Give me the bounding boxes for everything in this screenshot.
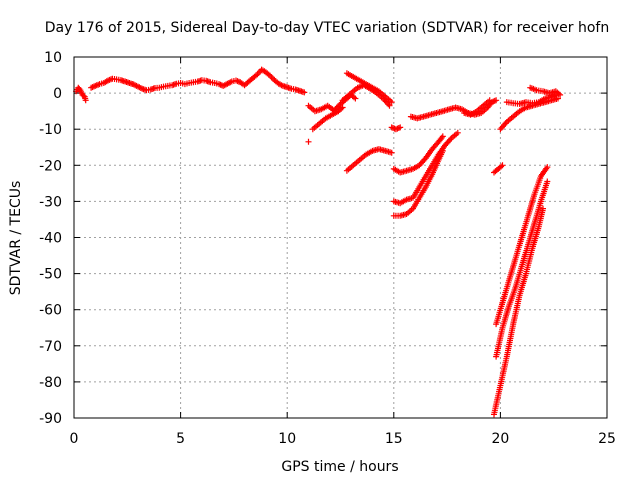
data-point — [301, 89, 308, 96]
x-tick-label: 20 — [491, 431, 509, 447]
data-point — [397, 124, 404, 131]
x-tick-label: 5 — [176, 431, 185, 447]
series-10 — [390, 133, 446, 176]
data-point — [305, 138, 312, 145]
series-8 — [388, 124, 404, 133]
data-point — [555, 95, 561, 102]
data-point — [555, 90, 562, 97]
series-5 — [309, 104, 346, 133]
data-point — [352, 95, 359, 102]
series-1 — [73, 84, 89, 104]
series-2 — [88, 66, 308, 96]
series-15 — [491, 162, 506, 176]
series-14 — [461, 97, 493, 118]
data-point — [557, 91, 564, 98]
data-point — [439, 147, 446, 154]
data-point — [339, 104, 346, 111]
data-point — [486, 97, 493, 104]
data-point — [82, 97, 89, 104]
y-tick-label: 0 — [53, 86, 62, 102]
x-tick-label: 25 — [598, 431, 616, 447]
grid — [74, 57, 607, 418]
y-tick-label: -40 — [39, 231, 62, 247]
y-tick-label: -80 — [39, 375, 62, 391]
data-point — [544, 164, 551, 171]
data-point — [499, 162, 506, 169]
series-21 — [527, 84, 564, 98]
y-tick-label: -50 — [39, 267, 62, 283]
data-point — [454, 129, 461, 136]
y-tick-label: -70 — [39, 339, 62, 355]
series-18 — [491, 205, 546, 418]
data-point — [439, 133, 446, 140]
y-axis-label: SDTVAR / TECUs — [8, 181, 24, 296]
data-point — [493, 97, 500, 104]
data-point — [544, 178, 551, 185]
series-17 — [493, 178, 551, 360]
series-16 — [493, 164, 551, 328]
data-points — [73, 66, 564, 418]
series-20 — [503, 91, 559, 107]
x-tick-label: 10 — [278, 431, 296, 447]
x-tick-label: 15 — [385, 431, 403, 447]
x-tick-label: 0 — [70, 431, 79, 447]
data-point — [385, 101, 392, 108]
y-tick-label: 10 — [44, 50, 62, 66]
data-point — [388, 149, 395, 156]
y-tick-label: -90 — [39, 411, 62, 427]
series-12 — [390, 147, 446, 219]
series-9 — [343, 146, 395, 174]
y-tick-label: -20 — [39, 158, 62, 174]
chart-title: Day 176 of 2015, Sidereal Day-to-day VTE… — [45, 20, 609, 36]
plot-frame — [73, 56, 608, 419]
y-tick-label: -30 — [39, 194, 62, 210]
y-tick-label: -60 — [39, 303, 62, 319]
ticks: 10 0 -10 -20 -30 -40 -50 -60 -70 -80 -90 0 5 10 15 20 25 — [39, 50, 616, 447]
x-axis-label: GPS time / hours — [281, 459, 398, 475]
y-tick-label: -10 — [39, 122, 62, 138]
series-3 — [305, 138, 312, 145]
series-7 — [339, 82, 393, 109]
data-point — [386, 102, 393, 109]
data-point — [540, 205, 546, 212]
data-point — [388, 99, 395, 106]
